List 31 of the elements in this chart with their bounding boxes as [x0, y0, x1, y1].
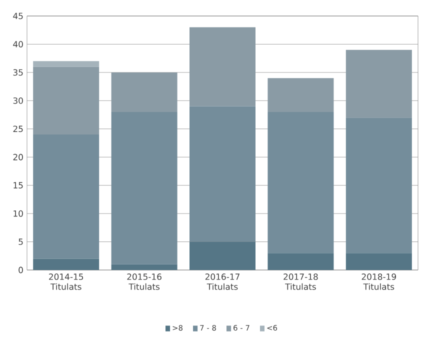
- bar: [268, 112, 334, 254]
- bar: [111, 112, 178, 264]
- x-tick-label: 2018-19 Titulats: [362, 274, 396, 290]
- bar: [268, 253, 334, 270]
- bar: [190, 242, 256, 270]
- y-tick-label: 30: [13, 97, 23, 104]
- y-tick-label: 5: [18, 238, 23, 245]
- y-tick-label: 45: [13, 12, 23, 20]
- y-tick-label: 0: [18, 266, 23, 274]
- bar: [346, 118, 412, 254]
- bar: [33, 66, 100, 135]
- y-tick-label: 10: [14, 210, 23, 217]
- x-tick-label: 2016-17 Titulats: [205, 274, 240, 290]
- y-tick-label: 25: [13, 126, 23, 132]
- bar: [111, 264, 178, 270]
- bar: [111, 72, 178, 112]
- bar: [33, 61, 100, 67]
- bar: [33, 258, 100, 270]
- bar: [268, 78, 334, 112]
- bar: [346, 50, 412, 118]
- bar: [33, 134, 100, 259]
- x-tick-label: 2017-18 Titulats: [284, 274, 318, 290]
- bar: [190, 27, 256, 106]
- bar: [190, 106, 256, 242]
- x-tick-label: 2014-15 Titulats: [49, 274, 84, 290]
- x-tick-label: 2015-16 Titulats: [127, 274, 162, 290]
- y-tick-label: 35: [13, 69, 23, 76]
- y-tick-label: 15: [14, 182, 23, 188]
- bar: [346, 253, 412, 270]
- y-tick-label: 40: [13, 41, 23, 48]
- y-tick-label: 20: [13, 154, 23, 160]
